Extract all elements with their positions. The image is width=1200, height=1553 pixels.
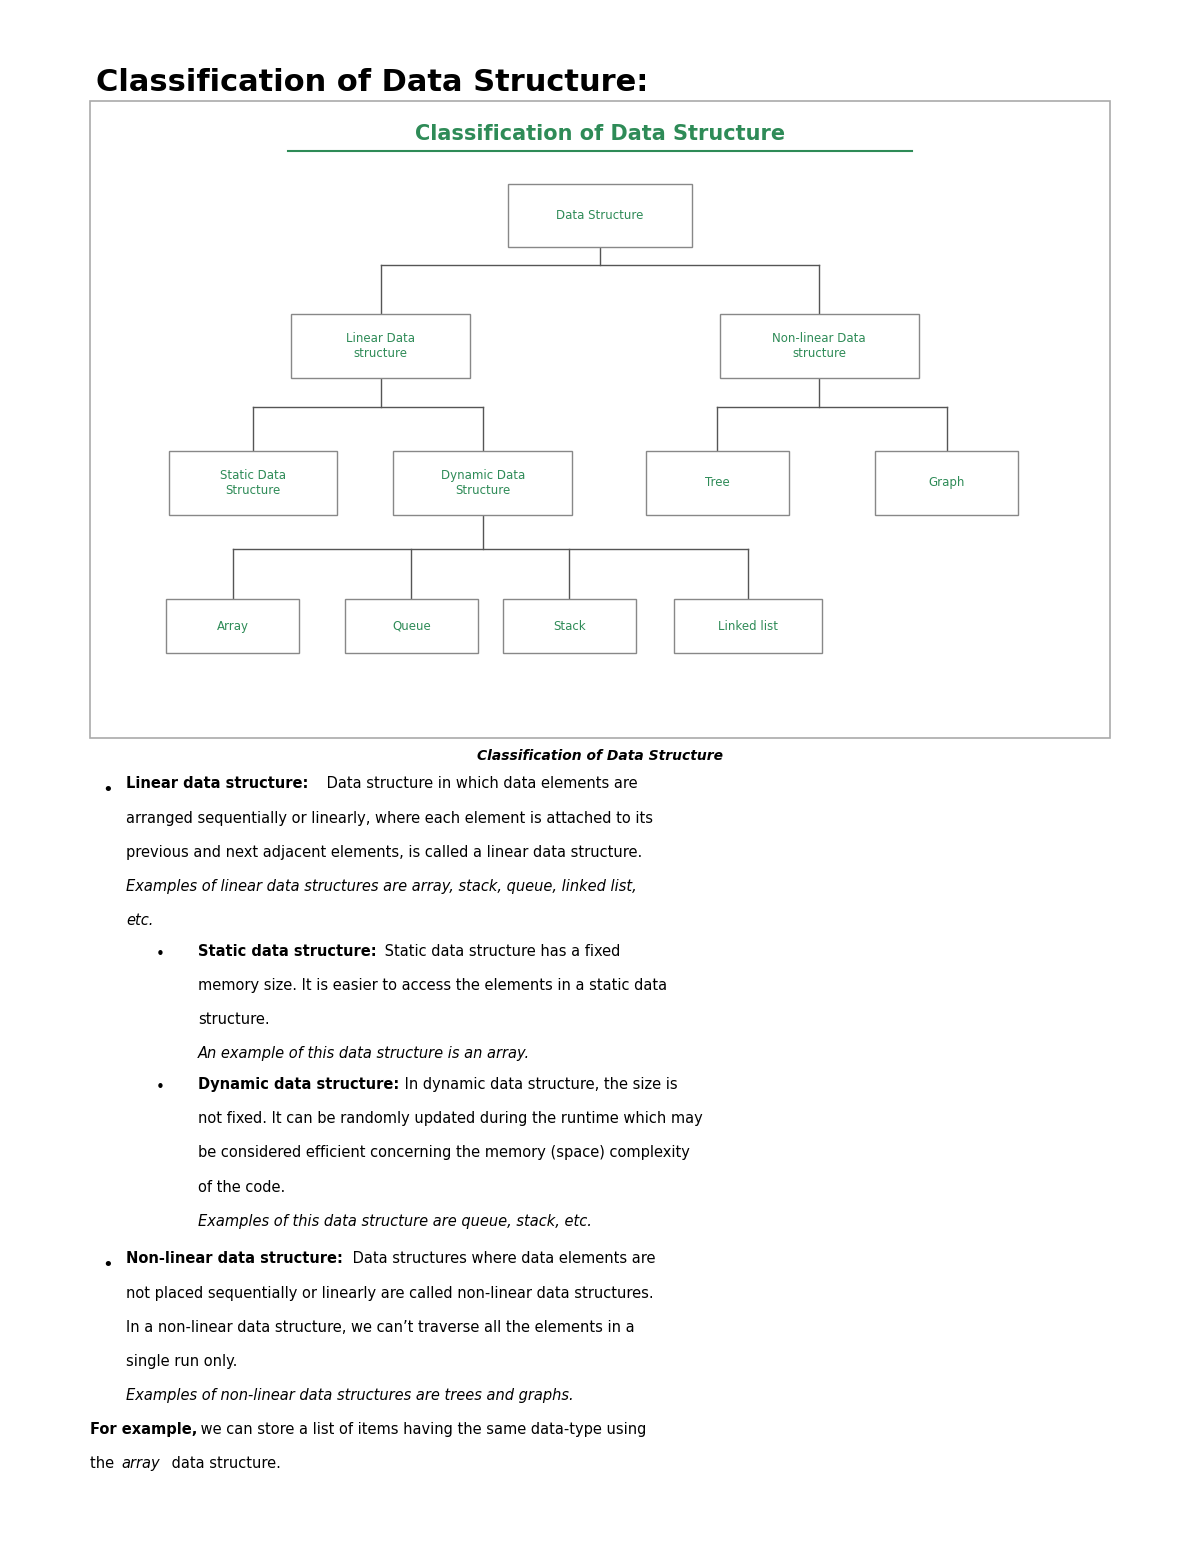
Text: Examples of non-linear data structures are trees and graphs.: Examples of non-linear data structures a… bbox=[126, 1388, 574, 1402]
Text: array: array bbox=[121, 1457, 160, 1471]
Text: Classification of Data Structure: Classification of Data Structure bbox=[478, 749, 722, 763]
Text: Linked list: Linked list bbox=[718, 620, 778, 632]
Text: Queue: Queue bbox=[392, 620, 431, 632]
Text: single run only.: single run only. bbox=[126, 1354, 238, 1368]
Text: Dynamic data structure:: Dynamic data structure: bbox=[198, 1078, 400, 1092]
Text: Data structure in which data elements are: Data structure in which data elements ar… bbox=[322, 776, 637, 792]
Text: we can store a list of items having the same data-type using: we can store a list of items having the … bbox=[196, 1423, 646, 1437]
Text: Examples of this data structure are queue, stack, etc.: Examples of this data structure are queu… bbox=[198, 1214, 592, 1228]
Text: Data structures where data elements are: Data structures where data elements are bbox=[348, 1252, 655, 1266]
Text: Classification of Data Structure:: Classification of Data Structure: bbox=[96, 68, 648, 98]
Text: Classification of Data Structure: Classification of Data Structure bbox=[415, 124, 785, 144]
Text: An example of this data structure is an array.: An example of this data structure is an … bbox=[198, 1047, 530, 1061]
FancyBboxPatch shape bbox=[394, 450, 572, 514]
Text: Linear Data
structure: Linear Data structure bbox=[347, 332, 415, 360]
Text: For example,: For example, bbox=[90, 1423, 197, 1437]
FancyBboxPatch shape bbox=[90, 101, 1110, 738]
Text: the: the bbox=[90, 1457, 119, 1471]
Text: Static data structure has a fixed: Static data structure has a fixed bbox=[380, 944, 620, 958]
Text: Non-linear data structure:: Non-linear data structure: bbox=[126, 1252, 343, 1266]
Text: •: • bbox=[156, 947, 164, 961]
Text: structure.: structure. bbox=[198, 1013, 270, 1027]
Text: Examples of linear data structures are array, stack, queue, linked list,: Examples of linear data structures are a… bbox=[126, 879, 637, 895]
Text: of the code.: of the code. bbox=[198, 1180, 286, 1194]
Text: data structure.: data structure. bbox=[167, 1457, 281, 1471]
FancyBboxPatch shape bbox=[503, 599, 636, 654]
FancyBboxPatch shape bbox=[346, 599, 478, 654]
Text: not fixed. It can be randomly updated during the runtime which may: not fixed. It can be randomly updated du… bbox=[198, 1112, 703, 1126]
FancyBboxPatch shape bbox=[720, 314, 919, 377]
FancyBboxPatch shape bbox=[169, 450, 337, 514]
Text: not placed sequentially or linearly are called non-linear data structures.: not placed sequentially or linearly are … bbox=[126, 1286, 654, 1300]
Text: Stack: Stack bbox=[553, 620, 586, 632]
FancyBboxPatch shape bbox=[167, 599, 299, 654]
FancyBboxPatch shape bbox=[876, 450, 1019, 514]
Text: Static Data
Structure: Static Data Structure bbox=[221, 469, 287, 497]
Text: Static data structure:: Static data structure: bbox=[198, 944, 377, 958]
Text: •: • bbox=[102, 781, 113, 800]
Text: memory size. It is easier to access the elements in a static data: memory size. It is easier to access the … bbox=[198, 978, 667, 992]
FancyBboxPatch shape bbox=[646, 450, 788, 514]
Text: Data Structure: Data Structure bbox=[557, 210, 643, 222]
Text: •: • bbox=[102, 1256, 113, 1273]
FancyBboxPatch shape bbox=[674, 599, 822, 654]
Text: Graph: Graph bbox=[929, 477, 965, 489]
Text: •: • bbox=[156, 1081, 164, 1095]
Text: be considered efficient concerning the memory (space) complexity: be considered efficient concerning the m… bbox=[198, 1146, 690, 1160]
Text: Tree: Tree bbox=[704, 477, 730, 489]
Text: In a non-linear data structure, we can’t traverse all the elements in a: In a non-linear data structure, we can’t… bbox=[126, 1320, 635, 1334]
FancyBboxPatch shape bbox=[292, 314, 470, 377]
Text: arranged sequentially or linearly, where each element is attached to its: arranged sequentially or linearly, where… bbox=[126, 811, 653, 826]
Text: Dynamic Data
Structure: Dynamic Data Structure bbox=[440, 469, 524, 497]
FancyBboxPatch shape bbox=[509, 183, 692, 247]
Text: Linear data structure:: Linear data structure: bbox=[126, 776, 308, 792]
Text: In dynamic data structure, the size is: In dynamic data structure, the size is bbox=[400, 1078, 677, 1092]
Text: Array: Array bbox=[217, 620, 248, 632]
Text: Non-linear Data
structure: Non-linear Data structure bbox=[773, 332, 866, 360]
Text: previous and next adjacent elements, is called a linear data structure.: previous and next adjacent elements, is … bbox=[126, 845, 642, 860]
Text: etc.: etc. bbox=[126, 913, 154, 929]
